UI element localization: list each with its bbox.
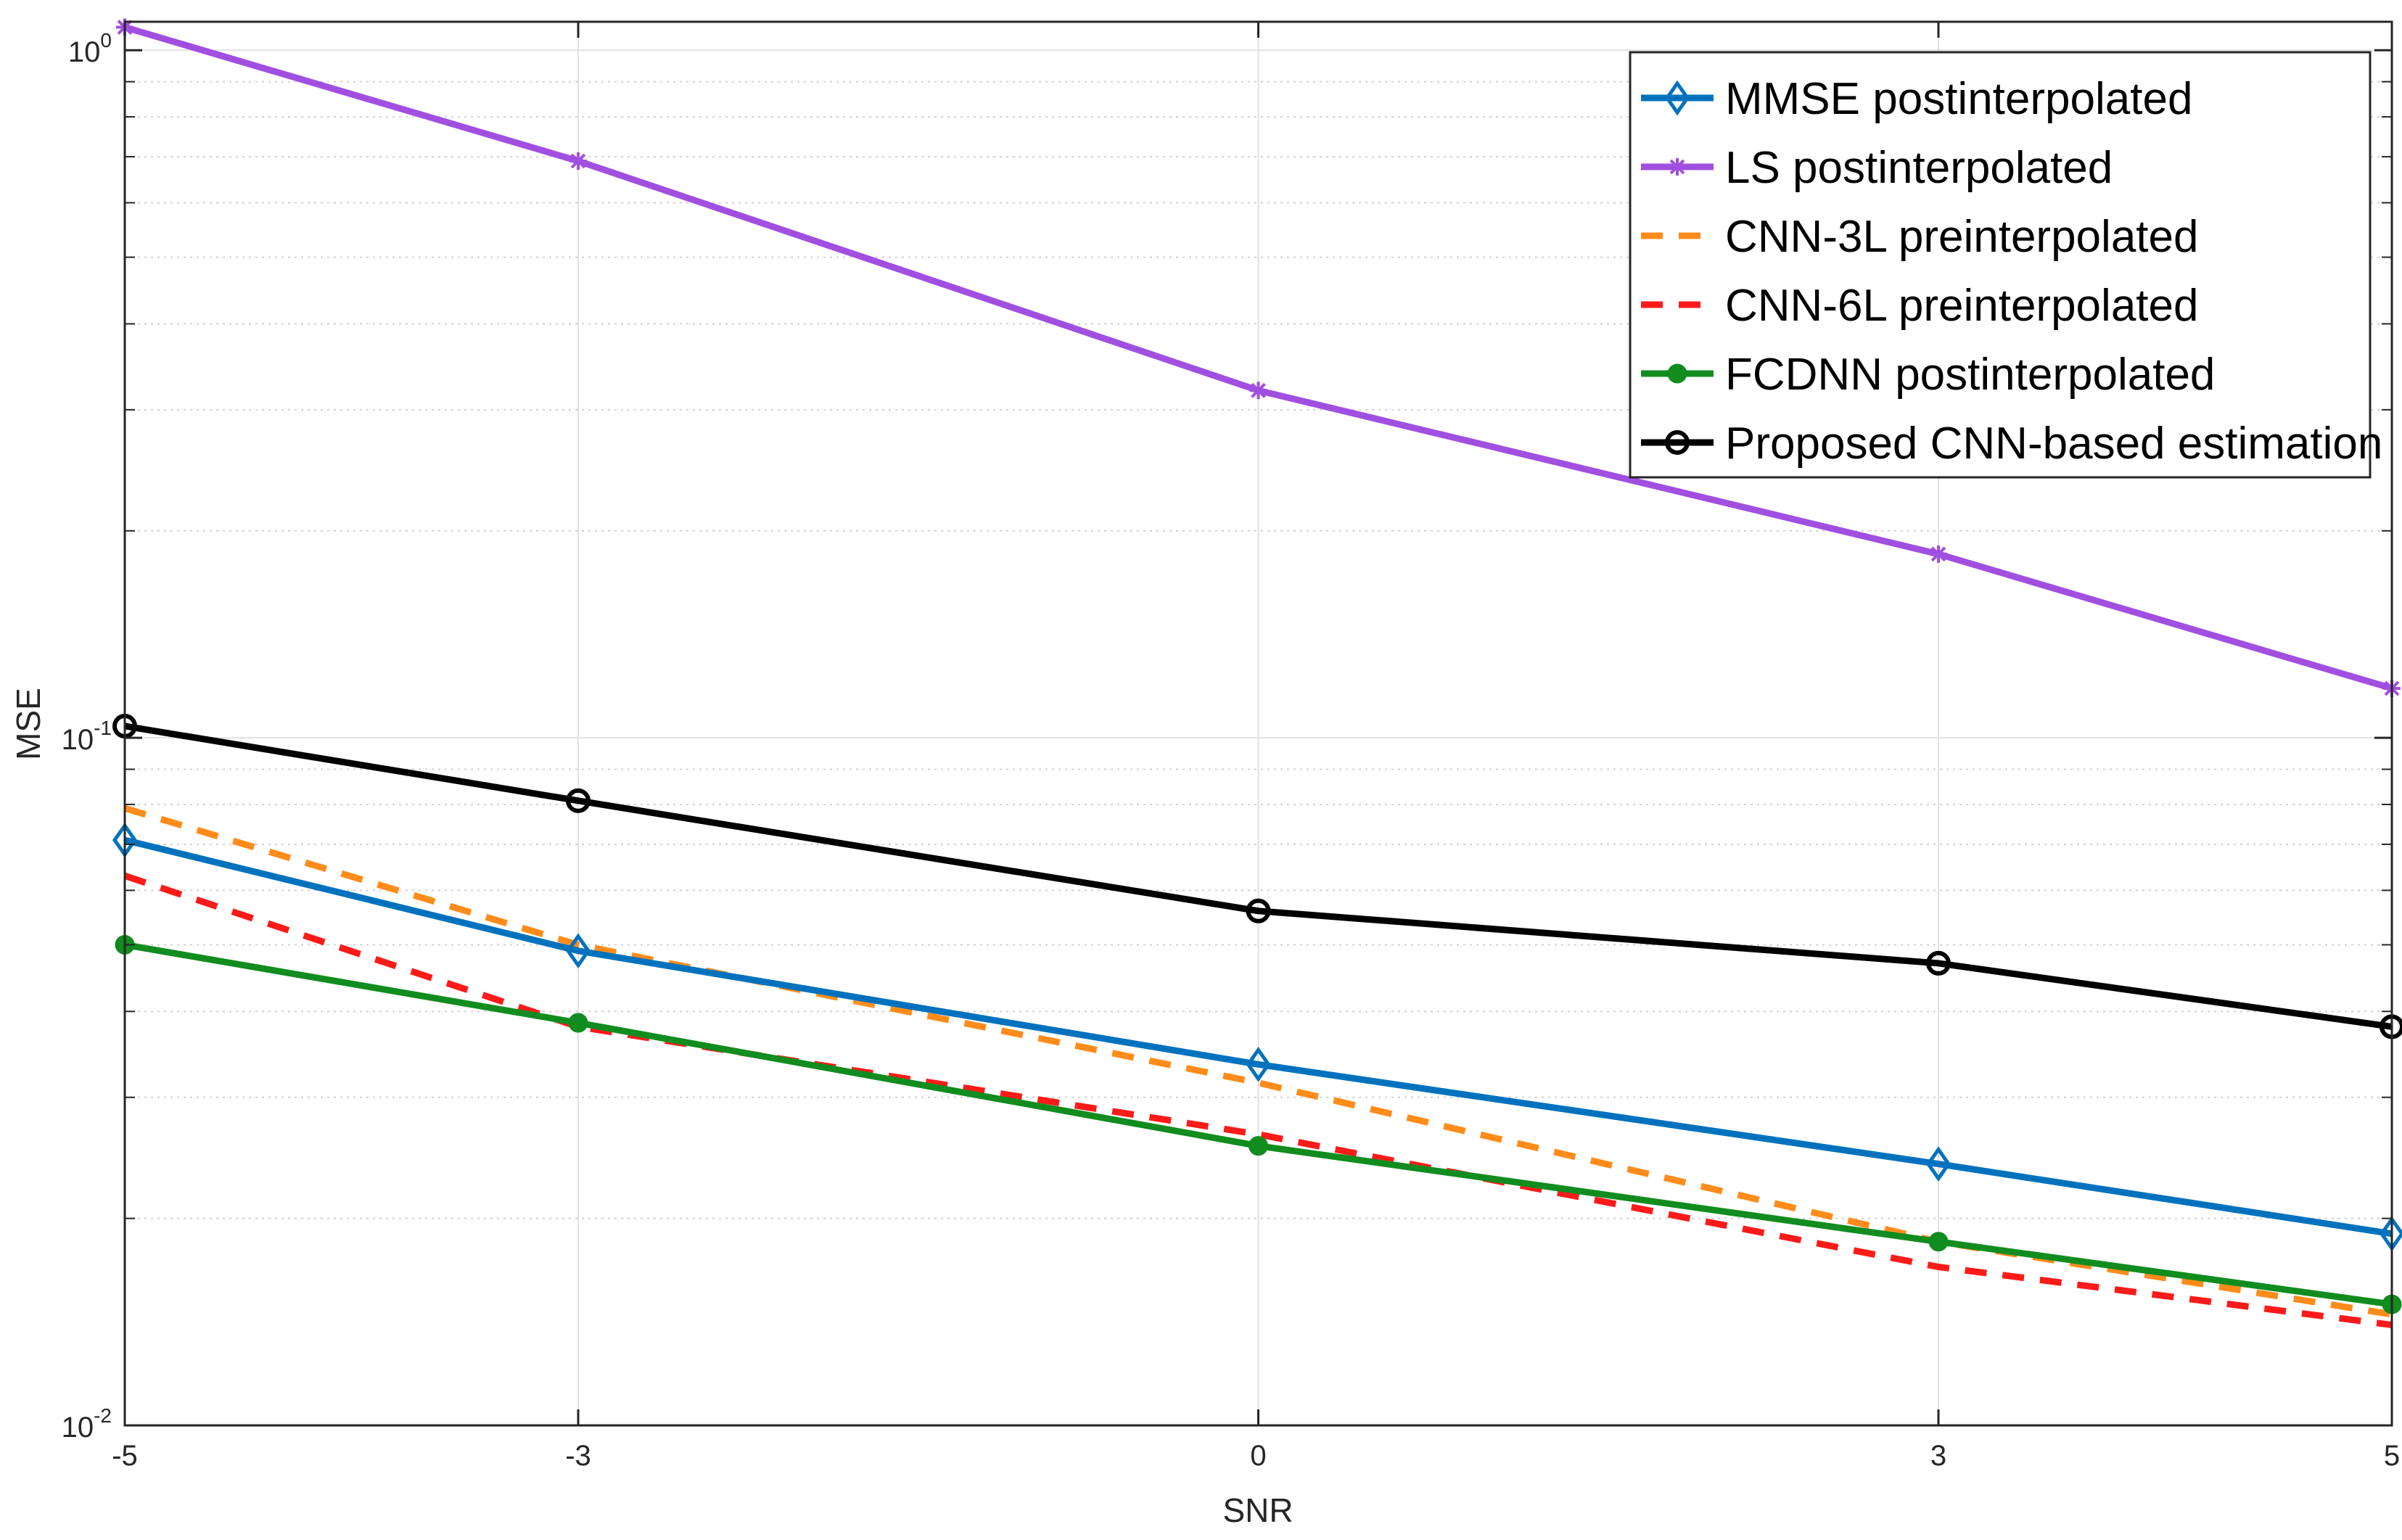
legend: MMSE postinterpolated LS postinterpolated…: [1629, 51, 2382, 479]
legend-item-4: CNN-6L preinterpolated: [1641, 281, 2198, 331]
data-point: [568, 1013, 588, 1033]
legend-marker: [1665, 430, 1690, 455]
series-line: [123, 836, 2393, 1238]
legend-label: Proposed CNN-based estimation: [1725, 419, 2382, 469]
series-line: [123, 804, 2393, 1318]
series-line: [124, 722, 2393, 1030]
series-layer: [112, 18, 2402, 1328]
legend-label: FCDNN postinterpolated: [1725, 350, 2215, 400]
data-point: [1930, 545, 1947, 563]
series-line: [123, 873, 2393, 1328]
legend-item-5: FCDNN postinterpolated: [1641, 350, 2215, 400]
data-point: [1925, 1146, 1951, 1182]
x-tick-label: -5: [112, 1440, 138, 1472]
legend-label: MMSE postinterpolated: [1725, 74, 2192, 124]
y-tick-label: 100: [68, 29, 112, 68]
y-tick-label: 10-1: [62, 717, 112, 756]
legend-marker: [1667, 363, 1687, 384]
legend-marker: [1664, 80, 1690, 116]
y-tick-labels: 100 10-1 10-2: [62, 29, 112, 1444]
legend-item-3: CNN-3L preinterpolated: [1641, 212, 2198, 262]
legend-item-2: LS postinterpolated: [1641, 143, 2113, 193]
series-4: [123, 873, 2393, 1328]
data-point: [566, 788, 591, 813]
y-axis-title: MSE: [9, 688, 47, 760]
legend-label: LS postinterpolated: [1725, 143, 2113, 193]
data-point: [565, 933, 591, 969]
series-3: [123, 804, 2393, 1318]
x-axis-title: SNR: [1222, 1491, 1293, 1529]
legend-item-6: Proposed CNN-based estimation: [1641, 419, 2382, 469]
data-point: [1926, 950, 1951, 976]
data-point: [1249, 1136, 1268, 1156]
legend-label: CNN-3L preinterpolated: [1725, 212, 2198, 262]
legend-item-1: MMSE postinterpolated: [1641, 74, 2192, 124]
legend-label: CNN-6L preinterpolated: [1725, 281, 2198, 331]
x-tick-label: 3: [1930, 1440, 1946, 1472]
legend-box: [1629, 51, 2372, 479]
axis-ticks: [123, 22, 2393, 1427]
x-tick-label: -3: [565, 1440, 591, 1472]
y-tick-label: 10-2: [62, 1404, 112, 1444]
data-point: [1246, 898, 1271, 923]
x-tick-label: 5: [2384, 1440, 2400, 1472]
legend-marker: [1669, 158, 1686, 176]
data-point: [1249, 382, 1267, 400]
series-6: [112, 713, 2402, 1039]
data-point: [1928, 1232, 1949, 1252]
data-point: [1246, 1046, 1271, 1082]
x-tick-label: 0: [1250, 1440, 1266, 1472]
x-tick-labels: -5 -3 0 3 5: [112, 1440, 2400, 1472]
data-point: [569, 152, 587, 170]
